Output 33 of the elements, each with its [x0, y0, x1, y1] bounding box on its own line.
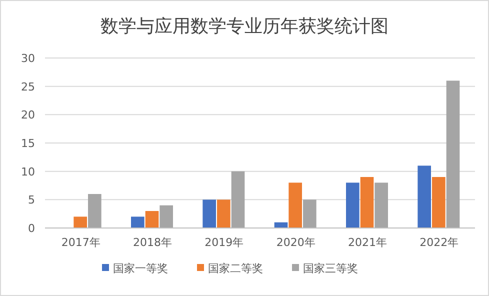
x-tick-label: 2020年: [276, 236, 316, 249]
bar: [202, 200, 216, 228]
bar: [231, 171, 245, 228]
y-tick-label: 0: [28, 222, 35, 235]
bar: [288, 182, 302, 228]
x-tick-label: 2018年: [133, 236, 172, 249]
y-tick-label: 15: [21, 137, 35, 150]
bar: [217, 200, 230, 228]
x-tick-label: 2019年: [204, 236, 244, 249]
legend-label: 国家二等奖: [208, 262, 263, 275]
y-tick-label: 5: [28, 194, 35, 207]
bar: [346, 182, 360, 228]
x-tick-label: 2022年: [420, 236, 459, 249]
bar: [418, 166, 431, 228]
x-tick-label: 2021年: [348, 236, 387, 249]
y-tick-label: 20: [21, 108, 35, 122]
bar: [432, 177, 446, 228]
y-tick-label: 10: [21, 165, 35, 178]
chart-title: 数学与应用数学专业历年获奖统计图: [100, 16, 388, 37]
bar: [160, 205, 173, 228]
y-tick-label: 30: [21, 52, 35, 65]
y-tick-label: 25: [21, 80, 35, 94]
bar: [303, 200, 316, 228]
x-tick-label: 2017年: [61, 236, 100, 249]
bar: [446, 80, 460, 228]
bar: [131, 216, 144, 228]
bar: [374, 182, 388, 228]
legend-label: 国家一等奖: [113, 262, 168, 275]
bar: [145, 211, 159, 228]
bar: [88, 194, 102, 228]
bar: [360, 177, 374, 228]
bar: [74, 216, 87, 228]
legend-label: 国家三等奖: [303, 262, 358, 275]
